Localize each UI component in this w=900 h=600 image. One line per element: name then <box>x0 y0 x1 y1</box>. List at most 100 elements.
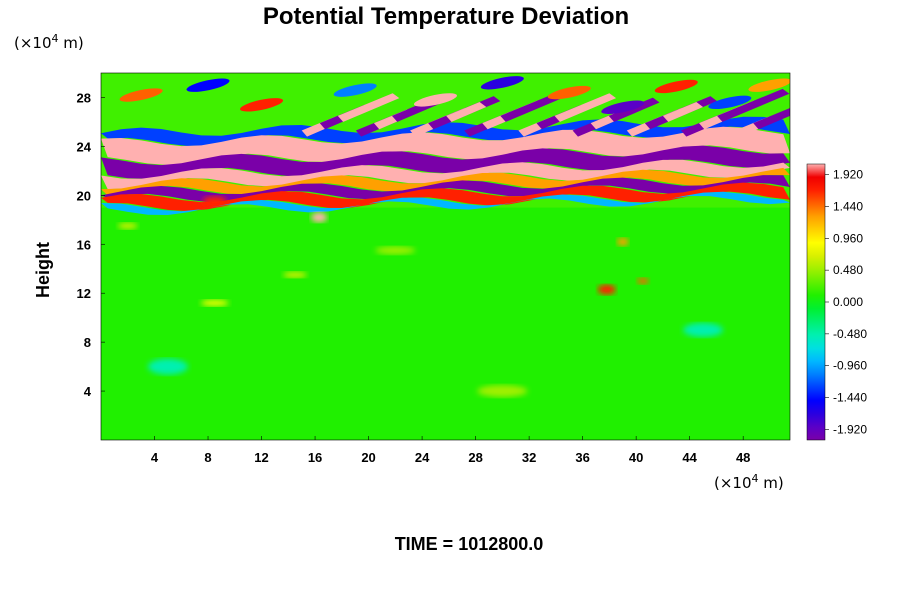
band-6 <box>101 182 790 212</box>
top-feature-5 <box>480 76 524 90</box>
colorbar-tick-label: 1.440 <box>833 199 863 213</box>
wave-streak-17 <box>608 97 660 122</box>
x-tick-label: 12 <box>254 450 268 465</box>
y-tick-label: 20 <box>77 188 91 203</box>
x-tick: 8 <box>204 436 212 465</box>
y-tick-label: 16 <box>77 237 91 252</box>
x-tick: 32 <box>522 436 536 465</box>
x-tick: 24 <box>415 436 430 465</box>
wave-streak-20 <box>662 102 704 122</box>
colorbar-tick-label: -1.440 <box>833 391 867 405</box>
band-4 <box>101 167 790 196</box>
wave-streak-2 <box>337 93 400 122</box>
y-tick: 20 <box>77 188 105 203</box>
y-tick: 24 <box>77 139 105 154</box>
y-tick-label: 8 <box>84 335 91 350</box>
lower-feature-0 <box>311 212 328 223</box>
x-tick-label: 40 <box>629 450 643 465</box>
x-tick: 28 <box>468 436 483 465</box>
y-tick-label: 12 <box>77 286 91 301</box>
y-tick: 4 <box>84 384 105 399</box>
top-feature-1 <box>186 78 230 92</box>
lower-feature-9 <box>147 358 188 375</box>
colorbar-tick: 0.000 <box>825 295 863 309</box>
svg-text:(×104 m): (×104 m) <box>14 32 84 52</box>
x-tick: 36 <box>575 436 590 465</box>
time-label: TIME = 1012800.0 <box>395 534 544 554</box>
x-tick: 4 <box>151 436 159 465</box>
colorbar-tick-label: -1.920 <box>833 422 867 436</box>
plot-frame <box>100 72 791 441</box>
top-feature-4 <box>413 93 458 107</box>
wave-streak-23 <box>717 88 790 122</box>
svg-text:(×104 m): (×104 m) <box>714 472 784 492</box>
y-tick: 28 <box>77 90 105 105</box>
top-feature-9 <box>708 95 752 110</box>
colorbar-tick-label: -0.480 <box>833 327 867 341</box>
x-tick-label: 28 <box>468 450 482 465</box>
x-tick: 48 <box>736 436 750 465</box>
top-feature-3 <box>333 83 377 97</box>
band-5 <box>101 175 790 202</box>
x-tick: 40 <box>629 436 643 465</box>
lower-feature-7 <box>282 271 307 278</box>
heatmap-field <box>101 73 790 440</box>
band-2 <box>101 145 790 179</box>
lower-feature-1 <box>202 196 227 207</box>
lower-feature-4 <box>636 277 649 284</box>
top-feature-7 <box>601 100 645 114</box>
plot-area <box>101 73 790 440</box>
colorbar-tick: -1.440 <box>825 391 867 405</box>
colorbar: 1.920 1.440 0.960 0.480 0.000 -0.480 -0.960 -1.… <box>806 163 867 441</box>
x-tick-label: 48 <box>736 450 750 465</box>
lower-feature-3 <box>597 284 616 295</box>
x-unit-label: (×104 m) <box>714 472 784 492</box>
y-tick-label: 28 <box>77 90 91 105</box>
colorbar-ticks: 1.920 1.440 0.960 0.480 0.000 -0.480 -0.960 -1.… <box>825 168 867 436</box>
y-unit-label: (×104 m) <box>14 32 84 52</box>
y-tick-label: 4 <box>84 384 92 399</box>
x-tick-label: 36 <box>575 450 589 465</box>
x-tick-label: 24 <box>415 450 430 465</box>
colorbar-tick: 1.920 <box>825 168 863 182</box>
lower-feature-8 <box>375 246 416 255</box>
x-tick-label: 44 <box>682 450 697 465</box>
x-tick-label: 16 <box>308 450 322 465</box>
colorbar-tick: -1.920 <box>825 422 867 436</box>
x-tick: 20 <box>361 436 376 465</box>
x-tick-label: 4 <box>151 450 159 465</box>
colorbar-tick: -0.960 <box>825 359 867 373</box>
x-axis-ticks: 4 8 12 16 20 24 28 32 36 40 44 48 <box>151 436 750 465</box>
lower-feature-10 <box>477 385 528 398</box>
lower-feature-2 <box>616 237 629 246</box>
lower-feature-6 <box>117 222 138 229</box>
y-tick-label: 24 <box>77 139 92 154</box>
colorbar-tick-label: 0.000 <box>833 295 863 309</box>
band-7 <box>101 191 790 215</box>
x-tick-label: 8 <box>204 450 211 465</box>
x-tick: 12 <box>254 436 269 465</box>
chart-title: Potential Temperature Deviation <box>263 3 629 30</box>
colorbar-scale <box>806 163 826 441</box>
colorbar-tick: 0.960 <box>825 231 863 245</box>
y-tick: 16 <box>77 237 105 252</box>
lower-feature-11 <box>683 322 724 337</box>
band-0 <box>101 116 790 147</box>
y-axis-label: Height <box>33 242 53 298</box>
colorbar-tick-label: 0.480 <box>833 263 863 277</box>
top-feature-6 <box>547 85 591 100</box>
band-1 <box>101 126 790 165</box>
wave-streak-25 <box>753 108 790 130</box>
x-tick-label: 32 <box>522 450 536 465</box>
x-tick-label: 20 <box>361 450 375 465</box>
wave-streak-8 <box>446 102 487 122</box>
top-feature-0 <box>119 88 163 102</box>
colorbar-tick: 0.480 <box>825 263 863 277</box>
top-feature-8 <box>654 79 698 94</box>
colorbar-tick: 1.440 <box>825 199 863 213</box>
colorbar-tick-label: 0.960 <box>833 231 863 245</box>
top-feature-2 <box>239 98 284 112</box>
y-tick: 8 <box>84 335 105 350</box>
y-tick: 12 <box>77 286 105 301</box>
